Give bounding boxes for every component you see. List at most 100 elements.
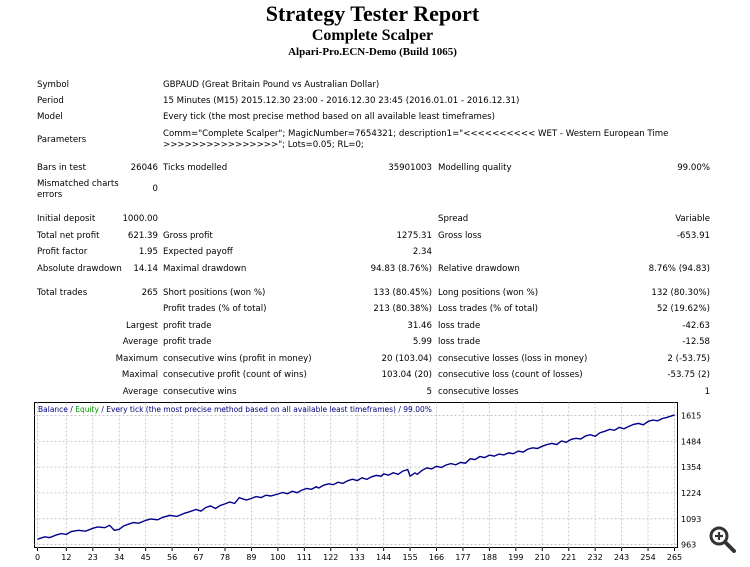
short-positions-value: 133 (80.45%): [373, 288, 432, 298]
symbol-label: Symbol: [37, 80, 70, 90]
y-tick-label: 963: [681, 541, 696, 550]
x-tick-label: 89: [246, 553, 256, 562]
deposit-label: Initial deposit: [37, 214, 96, 224]
short-positions-label: Short positions (won %): [163, 288, 266, 298]
max-consecutive-losses-value: 2 (-53.75): [667, 354, 710, 364]
x-tick-label: 243: [614, 553, 629, 562]
zoom-icon[interactable]: [704, 525, 742, 555]
x-axis: 0 12 23 34 45 56 67 78 89 100 111 122 133 144 155 166 17…: [35, 547, 682, 562]
maximal-drawdown-value: 94.83 (8.76%): [370, 264, 432, 274]
largest-profit-value: 31.46: [407, 321, 432, 331]
y-tick-label: 1224: [681, 489, 701, 498]
period-value: 15 Minutes (M15) 2015.12.30 23:00 - 2016…: [163, 96, 520, 106]
mismatch-value: 0: [152, 184, 158, 194]
expected-payoff-label: Expected payoff: [163, 247, 233, 257]
chart-grid: [34, 402, 678, 548]
x-tick-label: 34: [114, 553, 124, 562]
profit-trades-label: Profit trades (% of total): [163, 304, 267, 314]
average-label: Average: [122, 337, 158, 347]
gross-loss-label: Gross loss: [438, 231, 482, 241]
average-loss-label: loss trade: [438, 337, 481, 347]
absolute-drawdown-label: Absolute drawdown: [37, 264, 122, 274]
x-tick-label: 166: [429, 553, 444, 562]
model-value: Every tick (the most precise method base…: [163, 112, 496, 122]
mismatch-label-2: errors: [37, 190, 63, 200]
spread-value: Variable: [675, 214, 710, 224]
largest-loss-value: -42.63: [682, 321, 710, 331]
x-tick-label: 45: [141, 553, 151, 562]
x-tick-label: 56: [167, 553, 177, 562]
average-profit-label: profit trade: [163, 337, 212, 347]
report-title: Strategy Tester Report: [265, 1, 480, 26]
bars-value: 26046: [130, 163, 158, 173]
y-tick-label: 1615: [681, 412, 701, 421]
x-tick-label: 210: [535, 553, 550, 562]
max-consecutive-wins-value: 20 (103.04): [381, 354, 432, 364]
y-tick-label: 1354: [681, 463, 701, 472]
largest-label: Largest: [125, 321, 158, 331]
model-label: Model: [37, 112, 63, 122]
legend-equity: Equity: [75, 405, 99, 414]
ticks-value: 35901003: [388, 163, 432, 173]
loss-trades-label: Loss trades (% of total): [438, 304, 538, 314]
long-positions-value: 132 (80.30%): [651, 288, 710, 298]
x-tick-label: 155: [402, 553, 417, 562]
symbol-value: GBPAUD (Great Britain Pound vs Australia…: [163, 80, 380, 90]
server-name: Alpari-Pro.ECN-Demo (Build 1065): [288, 46, 457, 58]
legend-balance: Balance: [38, 405, 68, 414]
legend-separator: /: [68, 405, 75, 414]
average-consecutive-wins-label: consecutive wins: [163, 387, 237, 397]
period-label: Period: [37, 96, 64, 106]
profit-trades-value: 213 (80.38%): [373, 304, 432, 314]
maximal-consecutive-loss-value: -53.75 (2): [667, 370, 710, 380]
average-consecutive-losses-label: consecutive losses: [438, 387, 519, 397]
x-tick-label: 232: [588, 553, 603, 562]
y-tick-label: 1484: [681, 437, 701, 446]
x-tick-label: 221: [561, 553, 576, 562]
parameters-line-2: >>>>>>>>>>>>>>>>"; Lots=0.05; RL=0;: [163, 140, 364, 150]
bars-label: Bars in test: [37, 163, 86, 173]
maximal-consecutive-profit-label: consecutive profit (count of wins): [163, 370, 307, 380]
maximal-drawdown-label: Maximal drawdown: [163, 264, 247, 274]
average-loss-value: -12.58: [682, 337, 710, 347]
x-tick-label: 0: [35, 553, 40, 562]
maximal-consecutive-profit-value: 103.04 (20): [381, 370, 432, 380]
chart-legend: Balance / Equity / Every tick (the most …: [38, 405, 432, 414]
deposit-value: 1000.00: [122, 214, 158, 224]
x-tick-label: 265: [667, 553, 682, 562]
quality-value: 99.00%: [677, 163, 710, 173]
ticks-label: Ticks modelled: [163, 163, 228, 173]
gross-profit-label: Gross profit: [163, 231, 213, 241]
x-tick-label: 100: [270, 553, 285, 562]
spread-label: Spread: [438, 214, 469, 224]
x-tick-label: 177: [455, 553, 470, 562]
profit-factor-label: Profit factor: [37, 247, 88, 257]
profit-factor-value: 1.95: [138, 247, 158, 257]
largest-loss-label: loss trade: [438, 321, 481, 331]
y-tick-label: 1093: [681, 515, 701, 524]
net-profit-label: Total net profit: [37, 231, 100, 241]
average-profit-value: 5.99: [412, 337, 432, 347]
maximal-label: Maximal: [121, 370, 158, 380]
maximal-consecutive-loss-label: consecutive loss (count of losses): [438, 370, 583, 380]
total-trades-value: 265: [141, 288, 158, 298]
chart-plot-area: [34, 402, 678, 548]
max-consecutive-losses-label: consecutive losses (loss in money): [438, 354, 588, 364]
x-tick-label: 133: [350, 553, 365, 562]
x-tick-label: 254: [640, 553, 655, 562]
quality-label: Modelling quality: [438, 163, 512, 173]
relative-drawdown-label: Relative drawdown: [438, 264, 520, 274]
x-tick-label: 111: [297, 553, 312, 562]
x-tick-label: 12: [61, 553, 71, 562]
absolute-drawdown-value: 14.14: [133, 264, 158, 274]
average-consecutive-label: Average: [122, 387, 158, 397]
x-tick-label: 122: [323, 553, 338, 562]
expected-payoff-value: 2.34: [412, 247, 432, 257]
parameters-label: Parameters: [37, 135, 87, 145]
balance-chart: 1615 1484 1354 1224 1093 963 0 12 23 34 45 56 67 78 8…: [34, 402, 701, 562]
max-consecutive-wins-label: consecutive wins (profit in money): [163, 354, 312, 364]
y-axis: 1615 1484 1354 1224 1093 963: [681, 412, 701, 550]
gross-profit-value: 1275.31: [396, 231, 432, 241]
x-tick-label: 199: [508, 553, 523, 562]
total-trades-label: Total trades: [37, 288, 88, 298]
